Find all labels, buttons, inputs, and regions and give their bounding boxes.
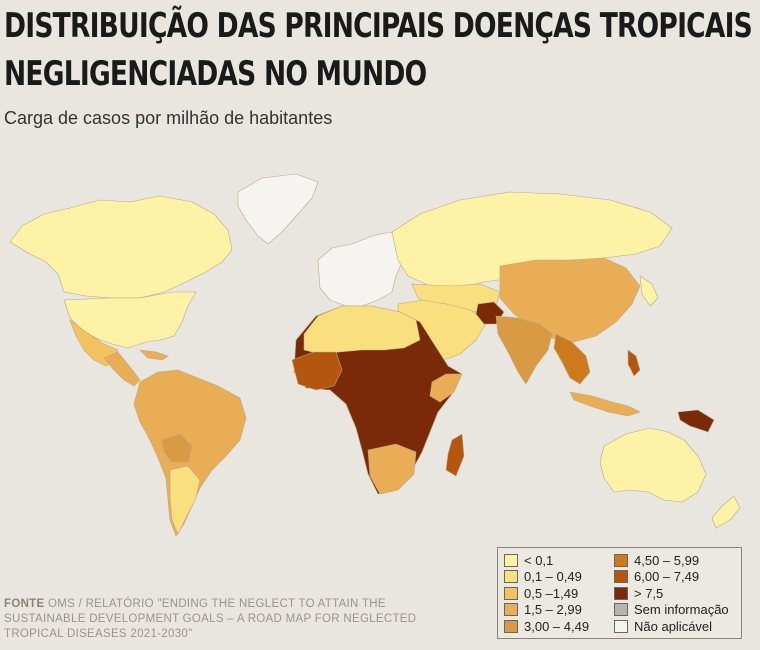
region-north-africa [303, 305, 421, 355]
region-greenland [237, 173, 319, 245]
region-bolivia [161, 433, 193, 463]
region-south-asia [495, 315, 553, 385]
legend-swatch [504, 619, 518, 633]
legend-label: Sem informação [634, 602, 729, 618]
title-line-2: NEGLIGENCIADAS NO MUNDO [4, 54, 427, 94]
legend-label: < 0,1 [524, 552, 554, 568]
region-central-america [103, 351, 141, 387]
region-west-africa [291, 351, 343, 391]
region-new-guinea [677, 409, 715, 433]
legend-item: 4,50 – 5,99 [614, 552, 734, 569]
legend-swatch [614, 586, 628, 600]
legend-item: 6,00 – 7,49 [614, 569, 734, 586]
legend-label: 1,5 – 2,99 [524, 602, 582, 618]
legend-swatch [614, 603, 628, 617]
region-southeast-asia [553, 333, 591, 385]
region-australia [599, 427, 707, 503]
legend-label: 0,5 –1,49 [524, 585, 579, 601]
legend-label: 0,1 – 0,49 [524, 569, 582, 585]
region-canada-alaska [9, 195, 233, 299]
world-map [9, 173, 741, 537]
legend-item: Sem informação [614, 602, 734, 619]
region-indonesia [569, 391, 641, 417]
legend-label: > 7,5 [634, 585, 664, 601]
legend-swatch [614, 619, 628, 633]
map-legend: < 0,1 0,1 – 0,49 0,5 –1,49 1,5 – 2,99 3,00 –… [497, 547, 742, 639]
region-southern-cone [169, 465, 201, 535]
source-text: OMS / RELATÓRIO "ENDING THE NEGLECT TO A… [4, 598, 417, 640]
legend-swatch [504, 586, 518, 600]
region-philippines [627, 349, 641, 377]
legend-item: 0,1 – 0,49 [504, 569, 614, 586]
legend-label: Não aplicável [634, 618, 713, 634]
legend-item: > 7,5 [614, 585, 734, 602]
legend-swatch [504, 603, 518, 617]
title-line-1: DISTRIBUIÇÃO DAS PRINCIPAIS DOENÇAS TROP… [4, 6, 753, 46]
region-europe [317, 231, 405, 307]
region-madagascar [445, 433, 465, 477]
region-southern-africa [367, 443, 417, 495]
legend-label: 4,50 – 5,99 [634, 552, 700, 568]
legend-label: 6,00 – 7,49 [634, 569, 700, 585]
legend-item: Não aplicável [614, 618, 734, 635]
legend-label: 3,00 – 4,49 [524, 618, 590, 634]
legend-item: < 0,1 [504, 552, 614, 569]
region-new-zealand [711, 495, 741, 529]
legend-item: 0,5 –1,49 [504, 585, 614, 602]
source-note: FONTE OMS / RELATÓRIO "ENDING THE NEGLEC… [4, 597, 424, 642]
map-title: DISTRIBUIÇÃO DAS PRINCIPAIS DOENÇAS TROP… [4, 2, 753, 98]
source-label: FONTE [4, 598, 45, 610]
region-horn-of-africa [429, 373, 463, 403]
legend-item: 3,00 – 4,49 [504, 618, 614, 635]
map-subtitle: Carga de casos por milhão de habitantes [4, 108, 333, 128]
legend-item: 1,5 – 2,99 [504, 602, 614, 619]
region-china [499, 257, 641, 343]
region-caribbean [139, 349, 169, 361]
region-japan [639, 275, 659, 307]
legend-swatch [614, 570, 628, 584]
legend-swatch [614, 553, 628, 567]
legend-swatch [504, 553, 518, 567]
legend-swatch [504, 570, 518, 584]
